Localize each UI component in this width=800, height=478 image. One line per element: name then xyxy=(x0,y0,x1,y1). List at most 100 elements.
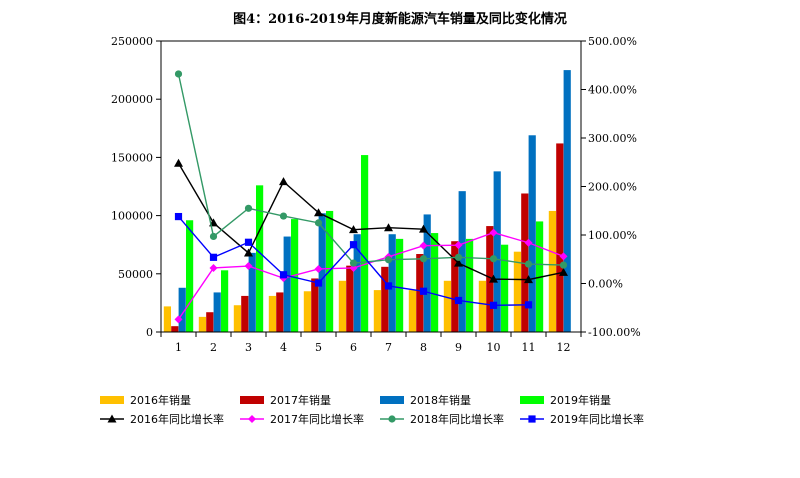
left-tick-label: 0 xyxy=(146,326,153,339)
x-tick-label: 8 xyxy=(420,341,427,354)
legend-label-2018年同比增长率: 2018年同比增长率 xyxy=(410,412,504,426)
point-2018年同比增长率 xyxy=(349,259,358,267)
bar-2018年销量 xyxy=(423,214,431,332)
point-2016年同比增长率 xyxy=(384,223,393,232)
bar-2016年销量 xyxy=(443,280,451,332)
point-2016年同比增长率 xyxy=(454,258,463,267)
point-2017年同比增长率 xyxy=(419,241,428,250)
point-2017年同比增长率 xyxy=(489,228,498,237)
point-2019年同比增长率 xyxy=(454,296,463,305)
bar-2019年销量 xyxy=(256,185,264,332)
bar-2019年销量 xyxy=(431,233,439,332)
bar-2016年销量 xyxy=(163,306,171,332)
x-tick-label: 7 xyxy=(385,341,392,354)
legend-label-2019年同比增长率: 2019年同比增长率 xyxy=(550,412,644,426)
legend-label-2017年同比增长率: 2017年同比增长率 xyxy=(270,412,364,426)
legend-label-2016年销量: 2016年销量 xyxy=(130,393,191,407)
line-2017年同比增长率 xyxy=(177,231,564,320)
bars-group xyxy=(163,70,571,332)
x-tick-label: 1 xyxy=(175,341,182,354)
chart-title: 图4：2016-2019年月度新能源汽车销量及同比变化情况 xyxy=(233,11,567,27)
bar-2017年销量 xyxy=(486,226,494,332)
bar-2018年销量 xyxy=(213,292,221,332)
point-2019年同比增长率 xyxy=(209,253,218,261)
point-2017年同比增长率 xyxy=(209,263,218,272)
point-2018年同比增长率 xyxy=(314,219,323,227)
bar-2016年销量 xyxy=(478,280,486,332)
point-2019年同比增长率 xyxy=(349,241,358,249)
point-2018年同比增长率 xyxy=(174,70,183,78)
point-2017年同比增长率 xyxy=(524,238,533,247)
bar-2018年销量 xyxy=(493,171,501,332)
legend-swatch-2017年销量 xyxy=(240,396,264,404)
line-2018年同比增长率 xyxy=(177,73,564,266)
point-2017年同比增长率 xyxy=(454,241,463,250)
point-2018年同比增长率 xyxy=(489,255,498,263)
bar-2018年销量 xyxy=(353,234,361,332)
point-2019年同比增长率 xyxy=(384,282,393,290)
bar-2016年销量 xyxy=(408,290,416,332)
bar-2019年销量 xyxy=(186,220,194,332)
bar-2018年销量 xyxy=(388,234,396,332)
point-2017年同比增长率 xyxy=(314,264,323,273)
bar-2016年销量 xyxy=(373,290,381,332)
legend-label-2016年同比增长率: 2016年同比增长率 xyxy=(130,412,224,426)
left-tick-label: 200000 xyxy=(111,93,153,106)
point-2019年同比增长率 xyxy=(244,238,253,246)
point-2019年同比增长率 xyxy=(279,271,288,279)
legend-marker-2019年同比增长率 xyxy=(528,415,536,423)
bar-2018年销量 xyxy=(248,252,256,332)
point-2016年同比增长率 xyxy=(559,267,568,276)
point-2017年同比增长率 xyxy=(174,315,183,324)
bar-2019年销量 xyxy=(361,155,369,332)
point-2018年同比增长率 xyxy=(209,232,218,241)
bar-2016年销量 xyxy=(513,251,521,332)
point-2017年同比增长率 xyxy=(244,262,253,271)
bar-2016年销量 xyxy=(233,305,241,332)
bar-2018年销量 xyxy=(458,191,466,332)
legend-swatch-2016年销量 xyxy=(100,396,124,404)
point-2016年同比增长率 xyxy=(349,225,358,234)
x-tick-label: 5 xyxy=(315,341,322,354)
point-2016年同比增长率 xyxy=(244,248,253,257)
bar-2017年销量 xyxy=(171,326,179,332)
lines-group xyxy=(174,70,568,324)
left-tick-label: 250000 xyxy=(111,35,153,48)
point-2017年同比增长率 xyxy=(559,252,568,261)
legend: 2016年销量 2017年销量 2018年销量 2019年销量 2016年同比增长率 20… xyxy=(100,393,644,426)
point-2018年同比增长率 xyxy=(279,212,288,220)
point-2019年同比增长率 xyxy=(419,287,428,295)
bar-2017年销量 xyxy=(346,265,354,332)
point-2016年同比增长率 xyxy=(174,158,183,167)
bar-2019年销量 xyxy=(221,270,229,332)
bar-2017年销量 xyxy=(521,193,529,332)
point-2019年同比增长率 xyxy=(174,212,183,221)
legend-swatch-2019年销量 xyxy=(520,396,544,404)
bar-2019年销量 xyxy=(396,238,404,332)
bar-2018年销量 xyxy=(318,213,326,332)
bar-2016年销量 xyxy=(268,295,276,332)
bar-2019年销量 xyxy=(501,244,509,332)
point-2016年同比增长率 xyxy=(524,275,533,284)
point-2018年同比增长率 xyxy=(524,260,533,268)
x-tick-label: 2 xyxy=(210,341,217,354)
x-tick-label: 3 xyxy=(245,341,252,354)
point-2018年同比增长率 xyxy=(419,255,428,263)
right-tick-label: 400.00% xyxy=(588,84,637,97)
point-2019年同比增长率 xyxy=(524,301,533,309)
x-tick-label: 11 xyxy=(522,341,536,354)
legend-label-2018年销量: 2018年销量 xyxy=(410,393,471,407)
point-2016年同比增长率 xyxy=(314,208,323,217)
x-tick-label: 6 xyxy=(350,341,357,354)
left-tick-label: 50000 xyxy=(118,268,153,281)
legend-label-2019年销量: 2019年销量 xyxy=(550,393,611,407)
legend-swatch-2018年销量 xyxy=(380,396,404,404)
bar-2016年销量 xyxy=(548,210,556,332)
point-2018年同比增长率 xyxy=(559,261,568,269)
legend-label-2017年销量: 2017年销量 xyxy=(270,393,331,407)
x-tick-label: 12 xyxy=(557,341,571,354)
right-tick-label: 200.00% xyxy=(588,181,637,194)
bar-2017年销量 xyxy=(451,241,459,332)
point-2016年同比增长率 xyxy=(279,177,288,186)
